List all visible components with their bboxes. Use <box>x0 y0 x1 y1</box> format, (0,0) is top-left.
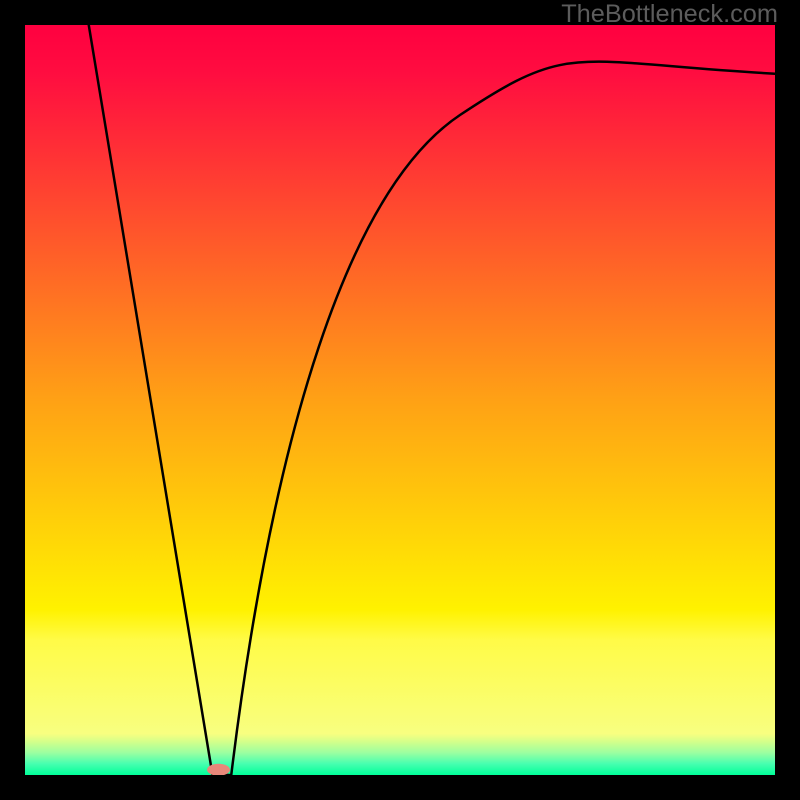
watermark-text: TheBottleneck.com <box>561 0 778 29</box>
gradient-background <box>25 25 775 775</box>
plot-svg <box>25 25 775 775</box>
plot-area <box>25 25 775 775</box>
